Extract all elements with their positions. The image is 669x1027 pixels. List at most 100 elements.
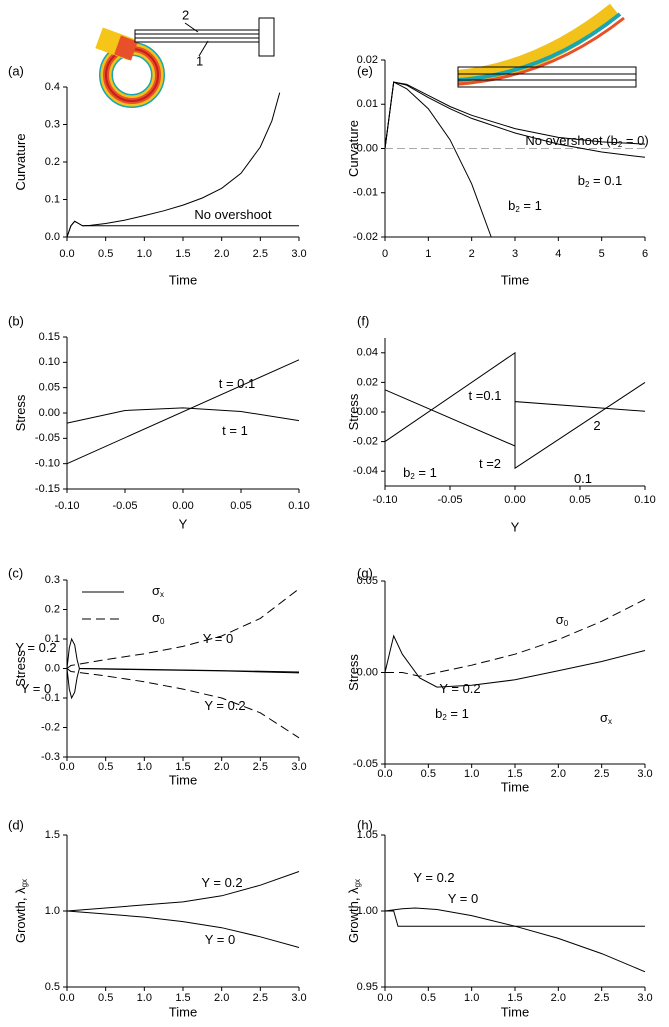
x-tick-label: 2.5 — [253, 992, 268, 1004]
text-part: 2 — [442, 713, 447, 722]
x-axis-label: Time — [169, 1004, 197, 1019]
strip-diagram — [457, 3, 637, 88]
x-axis-label: Y — [511, 519, 520, 534]
annotation: t = 1 — [222, 423, 248, 438]
text-part: No overshoot — [194, 207, 272, 222]
x-tick-label: 2 — [469, 248, 475, 260]
text-part: Stress — [13, 394, 28, 431]
y-tick-label: 0.00 — [357, 142, 378, 154]
text-part: t = 0.1 — [219, 376, 256, 391]
text-part: 2 — [618, 140, 623, 149]
text-part: = 0) — [622, 133, 648, 148]
series-line — [384, 81, 492, 238]
text-part: Stress — [346, 393, 361, 430]
x-tick-label: 0.5 — [98, 992, 113, 1004]
y-tick-label: 0.00 — [357, 406, 378, 418]
x-tick-label: 0.0 — [59, 992, 74, 1004]
y-tick-label: 0.01 — [357, 98, 378, 110]
text-part: gx — [353, 879, 362, 887]
series-line — [385, 910, 645, 927]
y-tick-label: 1.00 — [357, 905, 378, 917]
annotation: t =0.1 — [469, 388, 502, 403]
panel-label: (b) — [8, 313, 24, 328]
x-tick-label: 0.5 — [421, 768, 436, 780]
text-part: b — [508, 198, 515, 213]
x-tick-label: 3.0 — [291, 761, 306, 773]
series-line — [66, 871, 300, 912]
y-axis-label: Curvature — [13, 133, 28, 190]
text-part: No overshoot (b — [525, 133, 618, 148]
x-tick-label: 0.0 — [377, 768, 392, 780]
y-tick-label: 0.3 — [45, 574, 60, 586]
text-part: = 1 — [520, 198, 542, 213]
y-tick-label: 0.15 — [39, 331, 60, 343]
text-part: Y = 0.2 — [413, 870, 454, 885]
y-tick-label: 0.1 — [45, 193, 60, 205]
annotation: Y = 0 — [448, 891, 478, 906]
y-tick-label: 1.05 — [357, 829, 378, 841]
x-axis-label: Time — [501, 272, 529, 287]
x-axis-label: Time — [169, 272, 197, 287]
x-tick-label: 4 — [555, 248, 561, 260]
text-part: σ — [152, 610, 160, 625]
series-line — [66, 910, 300, 948]
text-part: Y = 0.2 — [204, 698, 245, 713]
y-axis-label: Stress — [13, 650, 28, 687]
x-tick-label: 1.0 — [137, 761, 152, 773]
x-tick-label: 0.5 — [421, 992, 436, 1004]
annotation: σx — [600, 710, 612, 725]
y-axis-label: Growth, λgx — [346, 879, 361, 943]
y-tick-label: 0.4 — [45, 81, 60, 93]
text-part: Growth, λ — [346, 887, 361, 943]
text-part: Curvature — [346, 120, 361, 177]
x-tick-label: 3.0 — [291, 992, 306, 1004]
y-tick-label: -0.10 — [35, 458, 60, 470]
x-tick-label: 0.0 — [59, 248, 74, 260]
text-part: 2 — [593, 418, 600, 433]
y-tick-label: 1.0 — [45, 905, 60, 917]
y-tick-label: 0.1 — [45, 633, 60, 645]
x-tick-label: 1.5 — [175, 992, 190, 1004]
text-part: = 1 — [447, 706, 469, 721]
series-line — [385, 598, 646, 677]
x-tick-label: 3.0 — [637, 768, 652, 780]
text-part: σ — [556, 612, 564, 627]
text-part: t =2 — [479, 456, 501, 471]
y-tick-label: 0.95 — [357, 981, 378, 993]
series-line — [66, 588, 300, 669]
x-tick-label: -0.10 — [54, 500, 79, 512]
x-tick-label: 0.05 — [569, 494, 590, 506]
annotation: b2 = 1 — [435, 706, 469, 721]
text-part: 2 — [585, 180, 590, 189]
x-tick-label: 1.5 — [507, 992, 522, 1004]
text-part: b — [403, 465, 410, 480]
text-part: t =0.1 — [469, 388, 502, 403]
y-tick-label: 0.3 — [45, 118, 60, 130]
panel-label: (e) — [357, 63, 373, 78]
y-tick-label: 0.5 — [45, 981, 60, 993]
y-axis-label: Stress — [346, 393, 361, 430]
x-tick-label: 0.05 — [230, 500, 251, 512]
text-part: 0.1 — [574, 471, 592, 486]
text-part: Y = 0 — [21, 681, 51, 696]
x-tick-label: 3.0 — [291, 248, 306, 260]
annotation: b2 = 1 — [508, 198, 542, 213]
text-part: x — [608, 717, 612, 726]
axis — [66, 337, 299, 490]
y-tick-label: -0.04 — [353, 465, 378, 477]
x-tick-label: 0.00 — [172, 500, 193, 512]
x-tick-label: -0.05 — [112, 500, 137, 512]
text-part: x — [160, 590, 164, 599]
text-part: Y = 0 — [448, 891, 478, 906]
y-tick-label: -0.3 — [41, 751, 60, 763]
x-tick-label: 2.5 — [253, 761, 268, 773]
axis — [384, 581, 645, 765]
annotation: Y = 0.2 — [201, 875, 242, 890]
series-line — [384, 634, 646, 688]
x-tick-label: 0.10 — [634, 494, 655, 506]
text-part: b — [578, 173, 585, 188]
x-tick-label: 1.0 — [464, 768, 479, 780]
x-tick-label: 0 — [382, 248, 388, 260]
annotation: t = 0.1 — [219, 376, 256, 391]
